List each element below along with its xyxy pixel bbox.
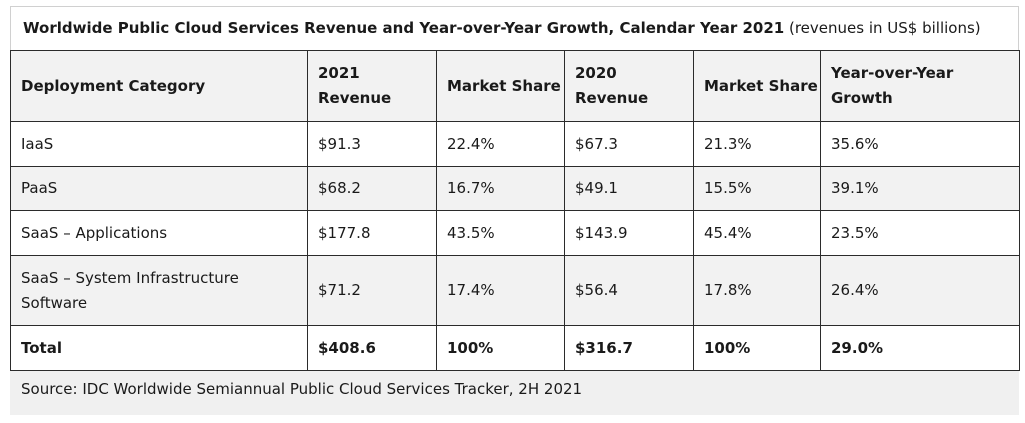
header-2020-market-share: Market Share: [693, 50, 821, 122]
cell-2021-share: 43.5%: [436, 210, 565, 256]
cell-2021-revenue: $177.8: [307, 210, 437, 256]
cell-2020-revenue: $49.1: [564, 166, 694, 211]
table-title: Worldwide Public Cloud Services Revenue …: [10, 6, 1019, 50]
cell-2020-revenue: $143.9: [564, 210, 694, 256]
cell-2020-revenue: $56.4: [564, 255, 694, 326]
cell-total-label: Total: [10, 325, 308, 371]
header-yoy-growth: Year-over-Year Growth: [820, 50, 1020, 122]
cell-yoy-growth: 35.6%: [820, 121, 1020, 167]
cell-2020-share: 17.8%: [693, 255, 821, 326]
cell-yoy-growth: 39.1%: [820, 166, 1020, 211]
cell-2021-revenue: $71.2: [307, 255, 437, 326]
title-main: Worldwide Public Cloud Services Revenue …: [23, 19, 785, 37]
cell-total-2020-revenue: $316.7: [564, 325, 694, 371]
cell-2021-share: 16.7%: [436, 166, 565, 211]
cell-2020-share: 45.4%: [693, 210, 821, 256]
cell-yoy-growth: 23.5%: [820, 210, 1020, 256]
header-row: Deployment Category 2021 Revenue Market …: [10, 50, 1020, 122]
cell-category: PaaS: [10, 166, 308, 211]
cell-2020-revenue: $67.3: [564, 121, 694, 167]
cell-total-2020-share: 100%: [693, 325, 821, 371]
cell-category: SaaS – Applications: [10, 210, 308, 256]
cell-2020-share: 21.3%: [693, 121, 821, 167]
table-row: SaaS – System Infrastructure Software $7…: [10, 255, 1020, 326]
table-row: PaaS $68.2 16.7% $49.1 15.5% 39.1%: [10, 166, 1020, 211]
source-note: Source: IDC Worldwide Semiannual Public …: [21, 380, 583, 398]
cell-total-yoy-growth: 29.0%: [820, 325, 1020, 371]
cell-2021-share: 17.4%: [436, 255, 565, 326]
cell-yoy-growth: 26.4%: [820, 255, 1020, 326]
total-row: Total $408.6 100% $316.7 100% 29.0%: [10, 325, 1020, 371]
cell-total-2021-share: 100%: [436, 325, 565, 371]
table-row: IaaS $91.3 22.4% $67.3 21.3% 35.6%: [10, 121, 1020, 167]
table-row: SaaS – Applications $177.8 43.5% $143.9 …: [10, 210, 1020, 256]
cell-total-2021-revenue: $408.6: [307, 325, 437, 371]
cell-2021-revenue: $91.3: [307, 121, 437, 167]
cell-category: SaaS – System Infrastructure Software: [10, 255, 308, 326]
header-2021-market-share: Market Share: [436, 50, 565, 122]
header-2020-revenue: 2020 Revenue: [564, 50, 694, 122]
title-unit-note: (revenues in US$ billions): [788, 19, 981, 37]
cell-2020-share: 15.5%: [693, 166, 821, 211]
cell-category: IaaS: [10, 121, 308, 167]
header-deployment-category: Deployment Category: [10, 50, 308, 122]
cell-2021-share: 22.4%: [436, 121, 565, 167]
cell-2021-revenue: $68.2: [307, 166, 437, 211]
header-2021-revenue: 2021 Revenue: [307, 50, 437, 122]
revenue-table: Deployment Category 2021 Revenue Market …: [10, 50, 1020, 371]
